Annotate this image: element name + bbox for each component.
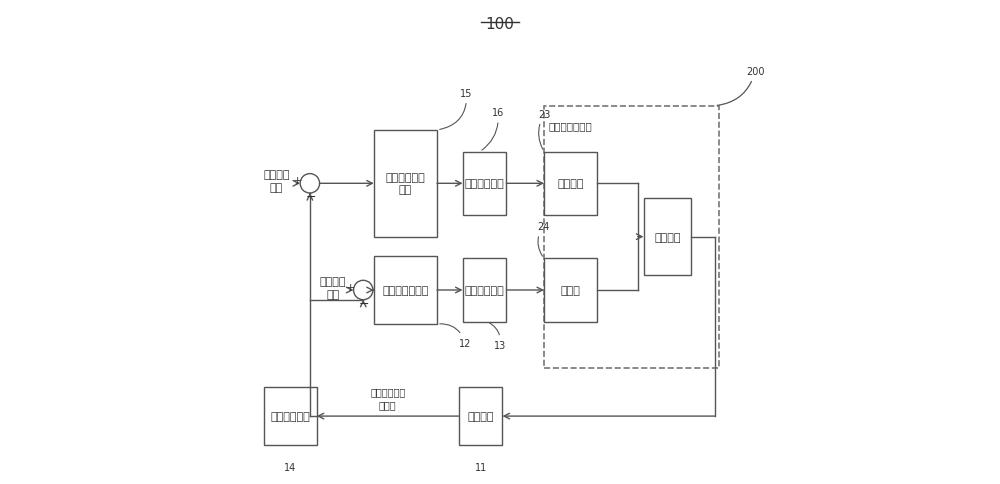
Text: 提升组件控制
模块: 提升组件控制 模块 [386,173,425,195]
Bar [544,259,597,322]
Text: 11: 11 [474,462,487,472]
Text: 磁悬浮飞轮装置: 磁悬浮飞轮装置 [548,121,592,131]
Text: −: − [359,298,369,310]
Text: 综合状态信息
电信息: 综合状态信息 电信息 [370,387,405,409]
Text: 12: 12 [440,324,471,348]
Text: 第二给定
目标: 第二给定 目标 [263,170,290,193]
Bar [544,106,719,368]
Text: 14: 14 [284,462,297,472]
Text: 获取模块: 获取模块 [467,411,494,421]
Text: 磁轴承控制模块: 磁轴承控制模块 [382,286,429,295]
Bar [264,387,317,445]
Bar [374,257,437,324]
Text: 23: 23 [538,110,551,150]
Bar [459,387,502,445]
Text: +: + [293,176,302,186]
Text: 100: 100 [486,17,514,32]
Text: 15: 15 [440,89,473,130]
Bar [544,152,597,215]
Text: 第一驱动模块: 第一驱动模块 [465,286,504,295]
Text: 200: 200 [717,67,764,106]
Text: 提升组件: 提升组件 [557,179,584,189]
Text: 16: 16 [482,108,504,151]
Text: 磁轴承: 磁轴承 [560,286,580,295]
Text: 第一给定
目标: 第一给定 目标 [320,276,346,300]
Text: 第二驱动模块: 第二驱动模块 [465,179,504,189]
Bar [644,198,691,276]
Bar [463,152,506,215]
Text: 飞轮轴系: 飞轮轴系 [654,232,681,242]
Text: 低频解耦模块: 低频解耦模块 [271,411,310,421]
Text: 13: 13 [489,323,506,350]
Bar [374,131,437,237]
Text: +: + [346,283,355,292]
Text: 24: 24 [537,222,549,257]
Text: −: − [306,191,316,204]
Bar [463,259,506,322]
